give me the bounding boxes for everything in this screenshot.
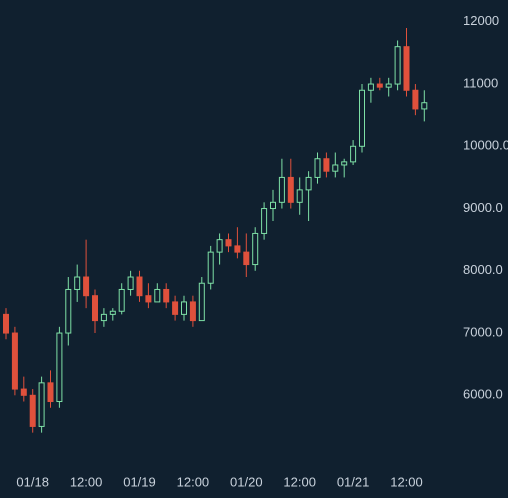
candle-body [270,201,276,210]
candle-body [20,388,27,396]
candle-body [278,176,285,203]
y-tick-label: 6000.0 [463,387,503,402]
candle-body [207,251,214,284]
x-tick-label: 12:00 [177,474,210,489]
x-tick-label: 01/20 [230,474,263,489]
candle-body [421,102,428,110]
x-tick-label: 01/18 [16,474,49,489]
candle-body [47,382,54,403]
candle-body [109,310,116,315]
candle-body [118,288,125,312]
candle-body [65,288,72,334]
candle-body [243,251,250,266]
candle-body [341,161,348,166]
candle-body [323,158,330,172]
candle-body [350,145,357,163]
y-tick-label: 9000.0 [463,200,503,215]
candle-body [92,295,98,322]
x-tick-label: 12:00 [390,474,423,489]
candle-body [394,46,401,85]
y-tick-label: 11000 [463,75,498,90]
candle-body [296,189,303,203]
candle-body [83,276,90,297]
candle-body [56,332,63,403]
candle-body [261,208,268,234]
candle-body [100,313,107,322]
candle-body [385,83,392,88]
candle-body [163,288,170,303]
y-tick-label: 10000.0 [463,138,508,153]
candle-body [332,164,339,172]
x-tick-label: 01/19 [123,474,156,489]
candle-body [216,239,223,253]
candle-body [29,394,36,427]
candle-body [74,276,81,290]
candle-body [314,158,321,178]
candle-body [154,288,161,303]
candle-body [359,89,365,147]
candle-body [181,301,187,315]
candle-body [376,83,383,88]
x-tick-label: 12:00 [283,474,316,489]
candle-body [38,382,45,427]
candle-body [3,313,9,334]
candle-body [189,301,196,322]
y-tick-label: 12000 [463,13,499,28]
candle-body [11,332,18,390]
x-tick-label: 01/21 [337,474,370,489]
candle-body [252,232,259,266]
y-tick-label: 7000.0 [463,324,503,339]
candle-body [412,89,419,110]
candle-body [305,176,312,191]
candle-body [403,46,410,91]
y-tick-label: 8000.0 [463,262,503,277]
candle-body [287,176,294,203]
candle-body [367,83,374,91]
x-tick-label: 12:00 [70,474,103,489]
candle-body [225,239,232,247]
candle-body [234,245,241,253]
candle-body [127,276,134,290]
candle-body [136,276,143,297]
candle-body [145,295,152,303]
candle-body [172,301,179,315]
candle-body [198,282,205,322]
